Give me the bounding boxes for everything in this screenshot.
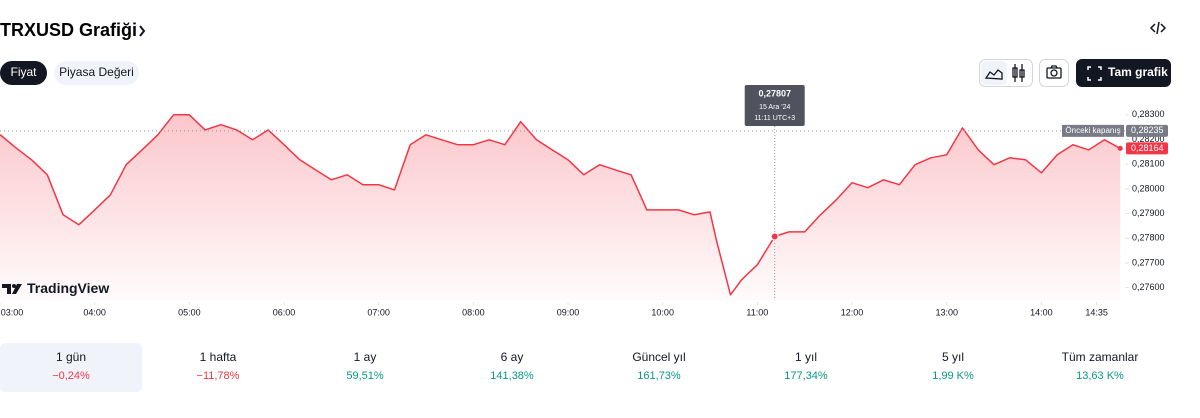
x-tick-label: 10:00 [651,307,674,317]
period-label[interactable]: Tüm zamanlar [1062,350,1139,364]
area-icon[interactable] [984,69,1003,80]
tooltip-time: 11:11 UTC+3 [754,115,795,122]
period-change: 1,99 K% [932,370,974,382]
candle-icon[interactable] [1012,64,1025,82]
snapshot-button[interactable] [1039,59,1069,87]
y-tick-label: 0,27800 [1132,233,1165,243]
full-chart-label[interactable]: Tam grafik [1108,65,1168,79]
period-label[interactable]: 1 ay [354,350,377,364]
tab-inactive[interactable] [54,61,139,85]
x-tick-label: 07:00 [367,307,390,317]
x-tick-label: 05:00 [178,307,201,317]
y-tick-label: 0,27700 [1132,257,1165,267]
period-label[interactable]: 1 gün [56,350,86,364]
embed-icon[interactable] [1149,21,1167,35]
period-change: 59,51% [346,370,384,382]
hover-dot [770,232,779,241]
previous-close-label: Önceki kapanış [1065,126,1120,135]
tv-logo [2,284,22,294]
y-tick-label: 0,28100 [1132,159,1165,169]
title-arrow[interactable] [139,25,146,37]
plot: 0,27600 0,27700 0,27800 0,27900 0,28000 0,281… [0,85,1168,317]
y-tick-label: 0,27600 [1132,282,1165,292]
watermark: TradingView [27,280,109,296]
period-change: −11,78% [197,370,240,382]
x-tick-label: 08:00 [462,307,485,317]
tooltip-box [744,85,805,126]
y-tick-label: 0,28300 [1132,109,1165,119]
last-price-dot [1117,145,1123,151]
x-tick-label: 04:00 [83,307,106,317]
x-tick-label: 12:00 [841,307,864,317]
period-label[interactable]: 1 hafta [200,350,237,364]
x-tick-label: 06:00 [273,307,296,317]
tab-active[interactable] [0,61,47,85]
period-label[interactable]: 6 ay [501,350,524,364]
period-change: 161,73% [637,370,681,382]
period-label[interactable]: 5 yıl [942,350,964,364]
previous-close-value: 0,28235 [1131,125,1164,135]
x-tick-label: 11:00 [746,307,768,317]
y-tick-label: 0,28200 [1132,134,1165,144]
x-tick-label: 14:35 [1085,307,1108,317]
period-label[interactable]: Güncel yıl [632,350,685,364]
period-change: 141,38% [490,370,534,382]
title[interactable]: TRXUSD Grafiği [0,20,137,40]
x-tick-label: 03:00 [1,307,24,317]
fullscreen-icon[interactable] [1087,66,1102,81]
period-change: −0,24% [52,370,90,382]
area-fill [0,114,1121,300]
periods: 1 gün −0,24% 1 hafta −11,78% 1 ay 59,51% 6 ay 1… [0,343,1138,392]
x-tick-label: 13:00 [935,307,958,317]
previous-close-tag [1062,124,1124,137]
camera-icon[interactable] [1046,65,1062,79]
tooltip-value: 0,27807 [758,88,791,98]
last-price-value: 0,28164 [1131,143,1164,153]
tab[interactable]: Fiyat [10,65,37,79]
x-tick-label: 14:00 [1030,307,1053,317]
previous-close-box [1126,124,1168,137]
y-tick-label: 0,28000 [1132,183,1165,193]
x-tick-label: 09:00 [557,307,580,317]
price-line [0,114,1121,296]
tooltip-date: 15 Ara '24 [759,104,790,111]
period-change: 177,34% [784,370,828,382]
period-label[interactable]: 1 yıl [795,350,817,364]
last-price-box [1126,142,1168,155]
tab[interactable]: Piyasa Değeri [59,65,134,79]
y-tick-label: 0,27900 [1132,208,1165,218]
period-change: 13,63 K% [1076,370,1124,382]
period-selected [0,343,142,392]
area-style-button[interactable] [981,61,1007,85]
